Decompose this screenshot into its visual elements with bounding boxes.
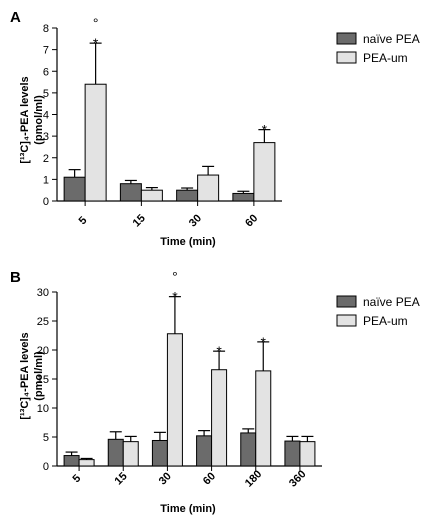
y-axis-title-a: [¹³C]₄-PEA levels (pmol/ml): [19, 76, 45, 163]
bar-pea-um: [253, 142, 276, 202]
significance-mark: *: [93, 35, 99, 51]
bar-naive-pea: [63, 176, 86, 202]
y-tick-label: 0: [43, 461, 49, 473]
panel-label-a: A: [10, 9, 21, 26]
y-tick-label: 3: [43, 131, 49, 143]
bar-pea-um: [255, 370, 272, 467]
chart-panel-a: A [¹³C]₄-PEA levels (pmol/ml) Time (min)…: [10, 9, 420, 248]
legend-label: PEA-um: [363, 314, 408, 328]
x-tick-label: 15: [131, 212, 148, 229]
x-axis-title-a: Time (min): [160, 236, 216, 248]
y-tick-label: 5: [43, 432, 49, 444]
legend-label: naïve PEA: [363, 295, 420, 309]
y-tick-label: 0: [43, 196, 49, 208]
bar-pea-um: [78, 459, 95, 467]
x-tick-label: 360: [287, 468, 308, 489]
bar-naive-pea: [63, 455, 80, 467]
bar-pea-um: [84, 83, 107, 202]
bar-naive-pea: [196, 435, 213, 467]
significance-mark: *: [172, 289, 178, 305]
y-axis-title-line2-a: (pmol/ml): [33, 95, 45, 145]
panel-label-b: B: [10, 269, 21, 286]
x-axis-title-b: Time (min): [160, 503, 216, 515]
y-tick-label: 2: [43, 153, 49, 165]
x-tick-label: 5: [71, 472, 84, 485]
x-tick-label: 30: [187, 212, 204, 229]
y-tick-label: 30: [37, 287, 49, 299]
legend-swatch: [336, 32, 357, 45]
bar-pea-um: [299, 441, 316, 467]
significance-mark: °: [93, 15, 99, 31]
legend-swatch: [336, 51, 357, 64]
bar-pea-um: [197, 174, 220, 202]
significance-mark: *: [216, 343, 222, 359]
chart-panel-b: B [¹³C]₄-PEA levels (pmol/ml) Time (min)…: [10, 269, 420, 515]
significance-mark: *: [262, 122, 268, 138]
y-axis-title-line2-b: (pmol/ml): [33, 351, 45, 401]
y-tick-label: 7: [43, 45, 49, 57]
y-axis-title-line1-a: [¹³C]₄-PEA levels: [19, 76, 31, 163]
bar-pea-um: [166, 333, 183, 467]
y-tick-label: 1: [43, 174, 49, 186]
bar-naive-pea: [232, 192, 255, 202]
bar-naive-pea: [151, 439, 168, 467]
legend-swatch: [336, 295, 357, 308]
x-tick-label: 15: [113, 470, 130, 487]
y-tick-label: 8: [43, 23, 49, 35]
legend-label: naïve PEA: [363, 32, 420, 46]
y-tick-label: 25: [37, 316, 49, 328]
bar-pea-um: [122, 441, 139, 467]
x-tick-label: 180: [243, 468, 264, 489]
y-tick-label: 5: [43, 88, 49, 100]
x-tick-label: 60: [201, 470, 218, 487]
y-axis-title-b: [¹³C]₄-PEA levels (pmol/ml): [19, 332, 45, 419]
y-tick-label: 10: [37, 403, 49, 415]
y-tick-label: 20: [37, 345, 49, 357]
bar-naive-pea: [240, 432, 257, 467]
bar-naive-pea: [176, 189, 199, 202]
bar-pea-um: [140, 189, 163, 202]
x-tick-label: 30: [157, 470, 174, 487]
legend-label: PEA-um: [363, 51, 408, 65]
bar-naive-pea: [284, 440, 301, 467]
significance-mark: *: [261, 334, 267, 350]
significance-mark: °: [172, 269, 178, 285]
y-axis-title-line1-b: [¹³C]₄-PEA levels: [19, 332, 31, 419]
legend-swatch: [336, 314, 357, 327]
bar-pea-um: [211, 369, 228, 467]
y-tick-label: 6: [43, 66, 49, 78]
y-tick-label: 15: [37, 374, 49, 386]
x-tick-label: 5: [77, 214, 90, 227]
x-tick-label: 60: [243, 212, 260, 229]
bar-naive-pea: [107, 438, 124, 467]
y-tick-label: 4: [43, 110, 49, 122]
bar-naive-pea: [119, 183, 142, 202]
